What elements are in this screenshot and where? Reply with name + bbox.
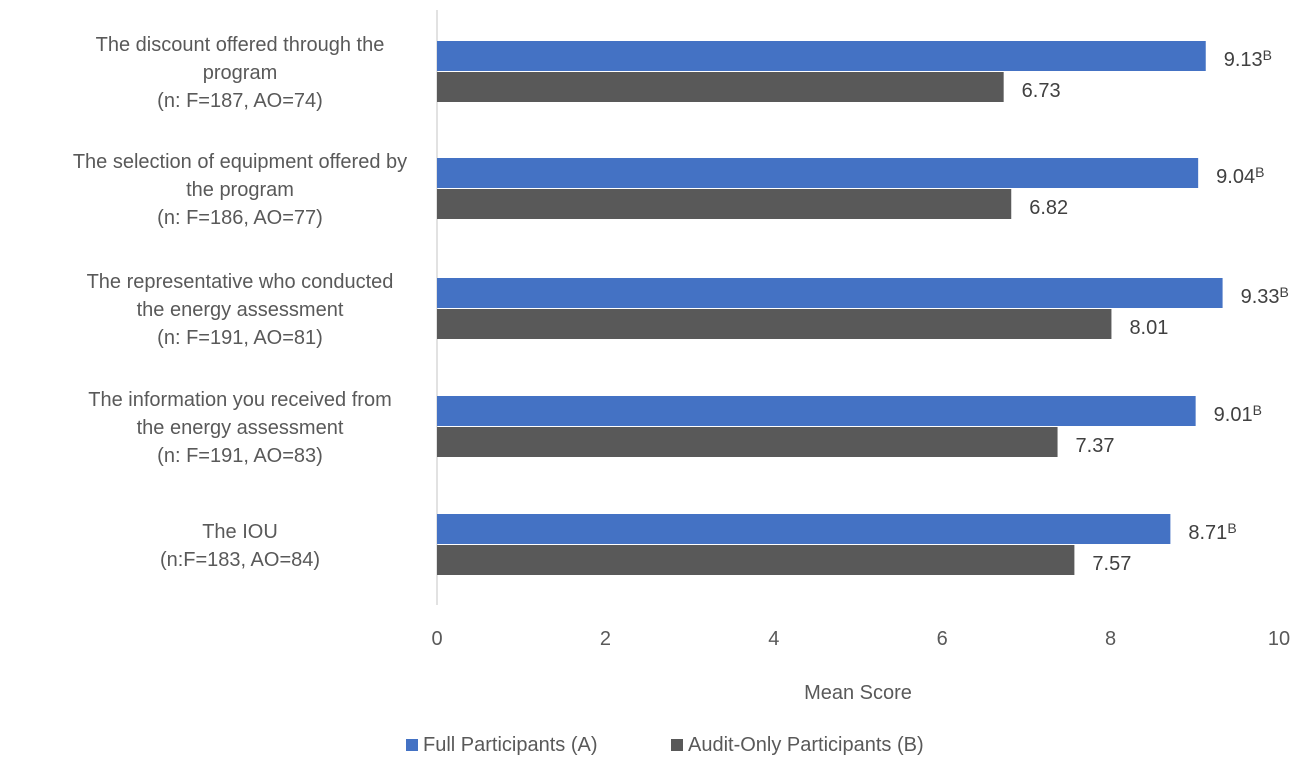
significance-superscript: B [1227, 520, 1236, 536]
category-label: (n: F=191, AO=83) [157, 445, 323, 467]
category-label: the program [186, 179, 294, 201]
category-label: (n:F=183, AO=84) [160, 549, 320, 571]
x-tick-label: 8 [1105, 628, 1116, 650]
significance-superscript: B [1263, 47, 1272, 63]
x-tick-labels: 0 2 4 6 8 10 [431, 628, 1290, 650]
data-label: 9.33B [1241, 284, 1289, 308]
data-label: 6.73 [1022, 80, 1061, 102]
category-labels: The discount offered through the program (… [73, 34, 407, 571]
significance-superscript: B [1280, 284, 1289, 300]
data-label: 8.01 [1129, 317, 1168, 339]
category-label: (n: F=187, AO=74) [157, 90, 323, 112]
category-label: The selection of equipment offered by [73, 151, 407, 173]
significance-superscript: B [1253, 402, 1262, 418]
data-label: 8.71B [1188, 520, 1236, 544]
legend-label: Audit-Only Participants (B) [688, 734, 924, 756]
category-label: the energy assessment [137, 299, 344, 321]
category-label: The information you received from [88, 389, 391, 411]
x-tick-label: 4 [768, 628, 779, 650]
category-label: (n: F=191, AO=81) [157, 327, 323, 349]
legend-swatch-full [406, 739, 418, 751]
bar-audit-only-participants [437, 189, 1012, 219]
x-axis-title: Mean Score [804, 682, 912, 704]
x-tick-label: 6 [937, 628, 948, 650]
x-tick-label: 10 [1268, 628, 1290, 650]
legend: Full Participants (A) Audit-Only Particip… [406, 734, 924, 756]
x-tick-label: 0 [431, 628, 442, 650]
data-label: 7.57 [1092, 553, 1131, 575]
bar-full-participants [437, 396, 1196, 426]
category-label: The representative who conducted [87, 271, 394, 293]
bar-audit-only-participants [437, 309, 1112, 339]
bar-full-participants [437, 514, 1171, 544]
significance-superscript: B [1255, 164, 1264, 180]
legend-swatch-audit-only [671, 739, 683, 751]
bar-full-participants [437, 158, 1199, 188]
category-label: (n: F=186, AO=77) [157, 207, 323, 229]
x-tick-label: 2 [600, 628, 611, 650]
bars: 9.13B 6.73 9.04B 6.82 9.33B 8.01 9.01B 7.37 8.71… [437, 41, 1289, 575]
bar-full-participants [437, 41, 1206, 71]
category-label: The discount offered through the [96, 34, 385, 56]
bar-audit-only-participants [437, 72, 1004, 102]
category-label: The IOU [202, 521, 278, 543]
bar-audit-only-participants [437, 545, 1075, 575]
legend-label: Full Participants (A) [423, 734, 598, 756]
data-label: 7.37 [1076, 435, 1115, 457]
bar-full-participants [437, 278, 1223, 308]
category-label: the energy assessment [137, 417, 344, 439]
data-label: 9.01B [1214, 402, 1262, 426]
data-label: 9.04B [1216, 164, 1264, 188]
bar-audit-only-participants [437, 427, 1058, 457]
data-label: 6.82 [1029, 197, 1068, 219]
data-label: 9.13B [1224, 47, 1272, 71]
category-label: program [203, 62, 277, 84]
